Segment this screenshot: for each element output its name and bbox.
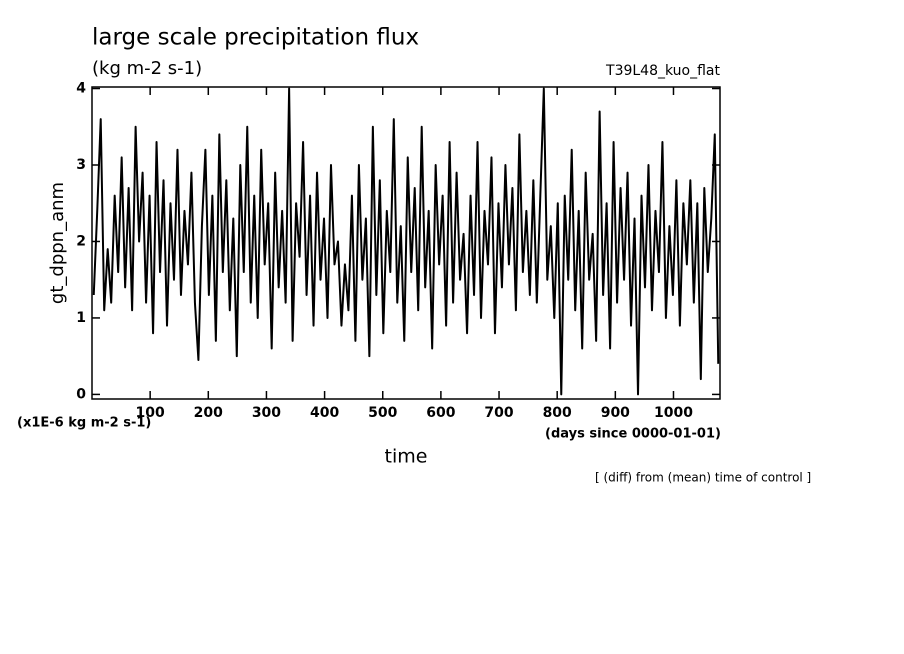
x-tick-label: 400 <box>310 405 339 421</box>
chart-subtitle: (kg m-2 s-1) <box>92 58 202 79</box>
plot-frame <box>91 86 721 400</box>
x-tick-label: 200 <box>194 405 223 421</box>
x-tick-label: 500 <box>368 405 397 421</box>
y-tick-label: 2 <box>76 233 86 249</box>
run-label: T39L48_kuo_flat <box>605 63 720 79</box>
footnote: [ (diff) from (mean) time of control ] <box>595 471 811 485</box>
y-tick-label: 1 <box>76 310 86 326</box>
y-axis-label: gt_dppn_anm <box>47 182 68 304</box>
x-tick-label: 700 <box>484 405 513 421</box>
x-tick-label: 300 <box>252 405 281 421</box>
x-tick-label: 900 <box>601 405 630 421</box>
x-unit-note: (days since 0000-01-01) <box>545 427 721 442</box>
data-line <box>92 87 720 396</box>
x-tick-label: 100 <box>136 405 165 421</box>
y-tick-label: 4 <box>76 81 86 97</box>
chart-title: large scale precipitation flux <box>92 25 419 51</box>
x-tick-label: 600 <box>426 405 455 421</box>
y-unit-note: (x1E-6 kg m-2 s-1) <box>17 416 151 431</box>
x-tick-label: 1000 <box>654 405 693 421</box>
x-tick-label: 800 <box>543 405 572 421</box>
y-tick-label: 3 <box>76 157 86 173</box>
y-tick-label: 0 <box>76 386 86 402</box>
x-axis-label: time <box>385 446 428 468</box>
